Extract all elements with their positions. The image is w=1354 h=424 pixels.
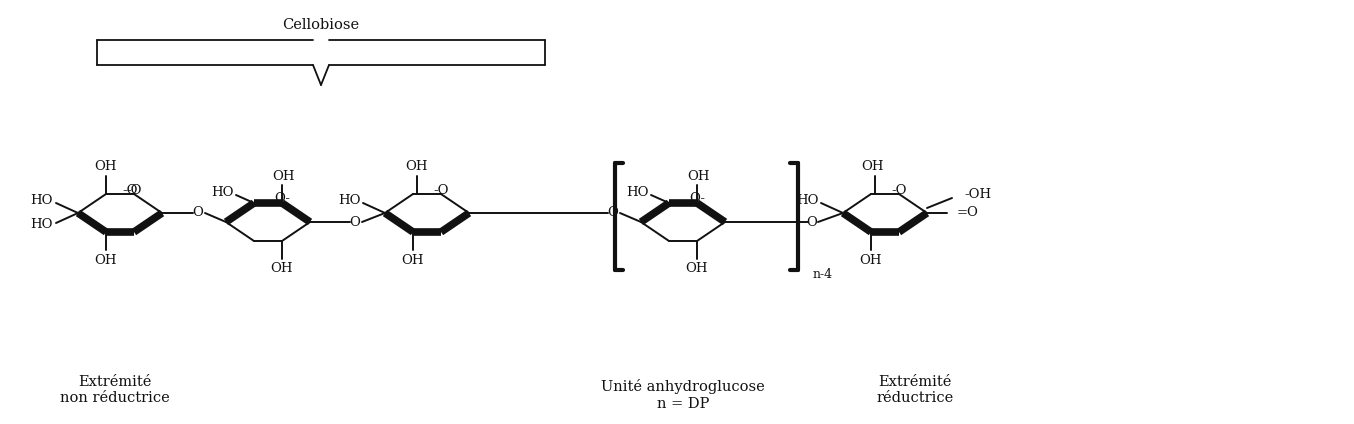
Text: n-4: n-4 — [812, 268, 833, 281]
Text: OH: OH — [95, 161, 118, 173]
Text: OH: OH — [860, 254, 883, 267]
Text: Extrémité
non réductrice: Extrémité non réductrice — [60, 375, 169, 405]
Text: -OH: -OH — [964, 189, 991, 201]
Text: OH: OH — [685, 262, 708, 276]
Text: OH: OH — [402, 254, 424, 267]
Text: -O: -O — [433, 184, 448, 196]
Text: O: O — [192, 206, 203, 218]
Text: O: O — [608, 206, 619, 218]
Text: HO: HO — [626, 187, 649, 200]
Text: -O: -O — [126, 184, 142, 196]
Text: O: O — [807, 215, 818, 229]
Text: -O: -O — [891, 184, 907, 196]
Text: HO: HO — [211, 187, 233, 200]
Text: Unité anhydroglucose
n = DP: Unité anhydroglucose n = DP — [601, 379, 765, 410]
Text: OH: OH — [688, 170, 711, 182]
Text: OH: OH — [406, 161, 428, 173]
Text: OH: OH — [272, 170, 295, 182]
Text: =O: =O — [957, 206, 979, 220]
Text: HO: HO — [337, 195, 360, 207]
Text: Cellobiose: Cellobiose — [283, 18, 360, 32]
Text: OH: OH — [861, 161, 884, 173]
Text: OH: OH — [271, 262, 294, 276]
Text: HO: HO — [30, 218, 53, 232]
Text: OH: OH — [95, 254, 118, 267]
Text: HO: HO — [796, 195, 818, 207]
Text: O: O — [349, 215, 360, 229]
Text: Extrémité
réductrice: Extrémité réductrice — [876, 375, 953, 405]
Text: -O: -O — [122, 184, 138, 198]
Text: HO: HO — [30, 195, 53, 207]
Text: O-: O- — [689, 192, 705, 204]
Text: O-: O- — [274, 192, 290, 204]
